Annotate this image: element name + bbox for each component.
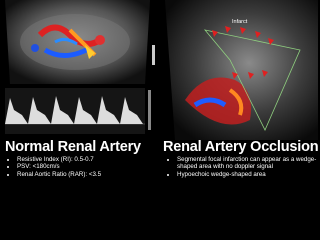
right-bullets: Segmental focal infarction can appear as… <box>168 156 320 178</box>
bullet: Resistive Index (RI): 0.5-0.7 <box>17 156 167 163</box>
left-doppler-image <box>5 0 155 84</box>
bullet: Renal Aortic Ratio (RAR): <3.5 <box>17 171 167 178</box>
image-label: Infarct <box>232 19 248 25</box>
bullet: Hypoechoic wedge-shaped area <box>177 171 320 178</box>
ultrasound-images <box>5 0 318 140</box>
left-bullets: Resistive Index (RI): 0.5-0.7PSV: <180cm… <box>8 156 167 178</box>
bullet: Segmental focal infarction can appear as… <box>177 156 320 171</box>
right-title: Renal Artery Occlusion <box>163 139 319 155</box>
thumbnail: Infarct Normal Renal Artery Renal Artery… <box>0 0 320 180</box>
right-ultrasound-image <box>165 0 318 140</box>
bullet: PSV: <180cm/s <box>17 163 167 170</box>
spectral-waveform <box>5 88 151 134</box>
left-title: Normal Renal Artery <box>5 139 141 155</box>
